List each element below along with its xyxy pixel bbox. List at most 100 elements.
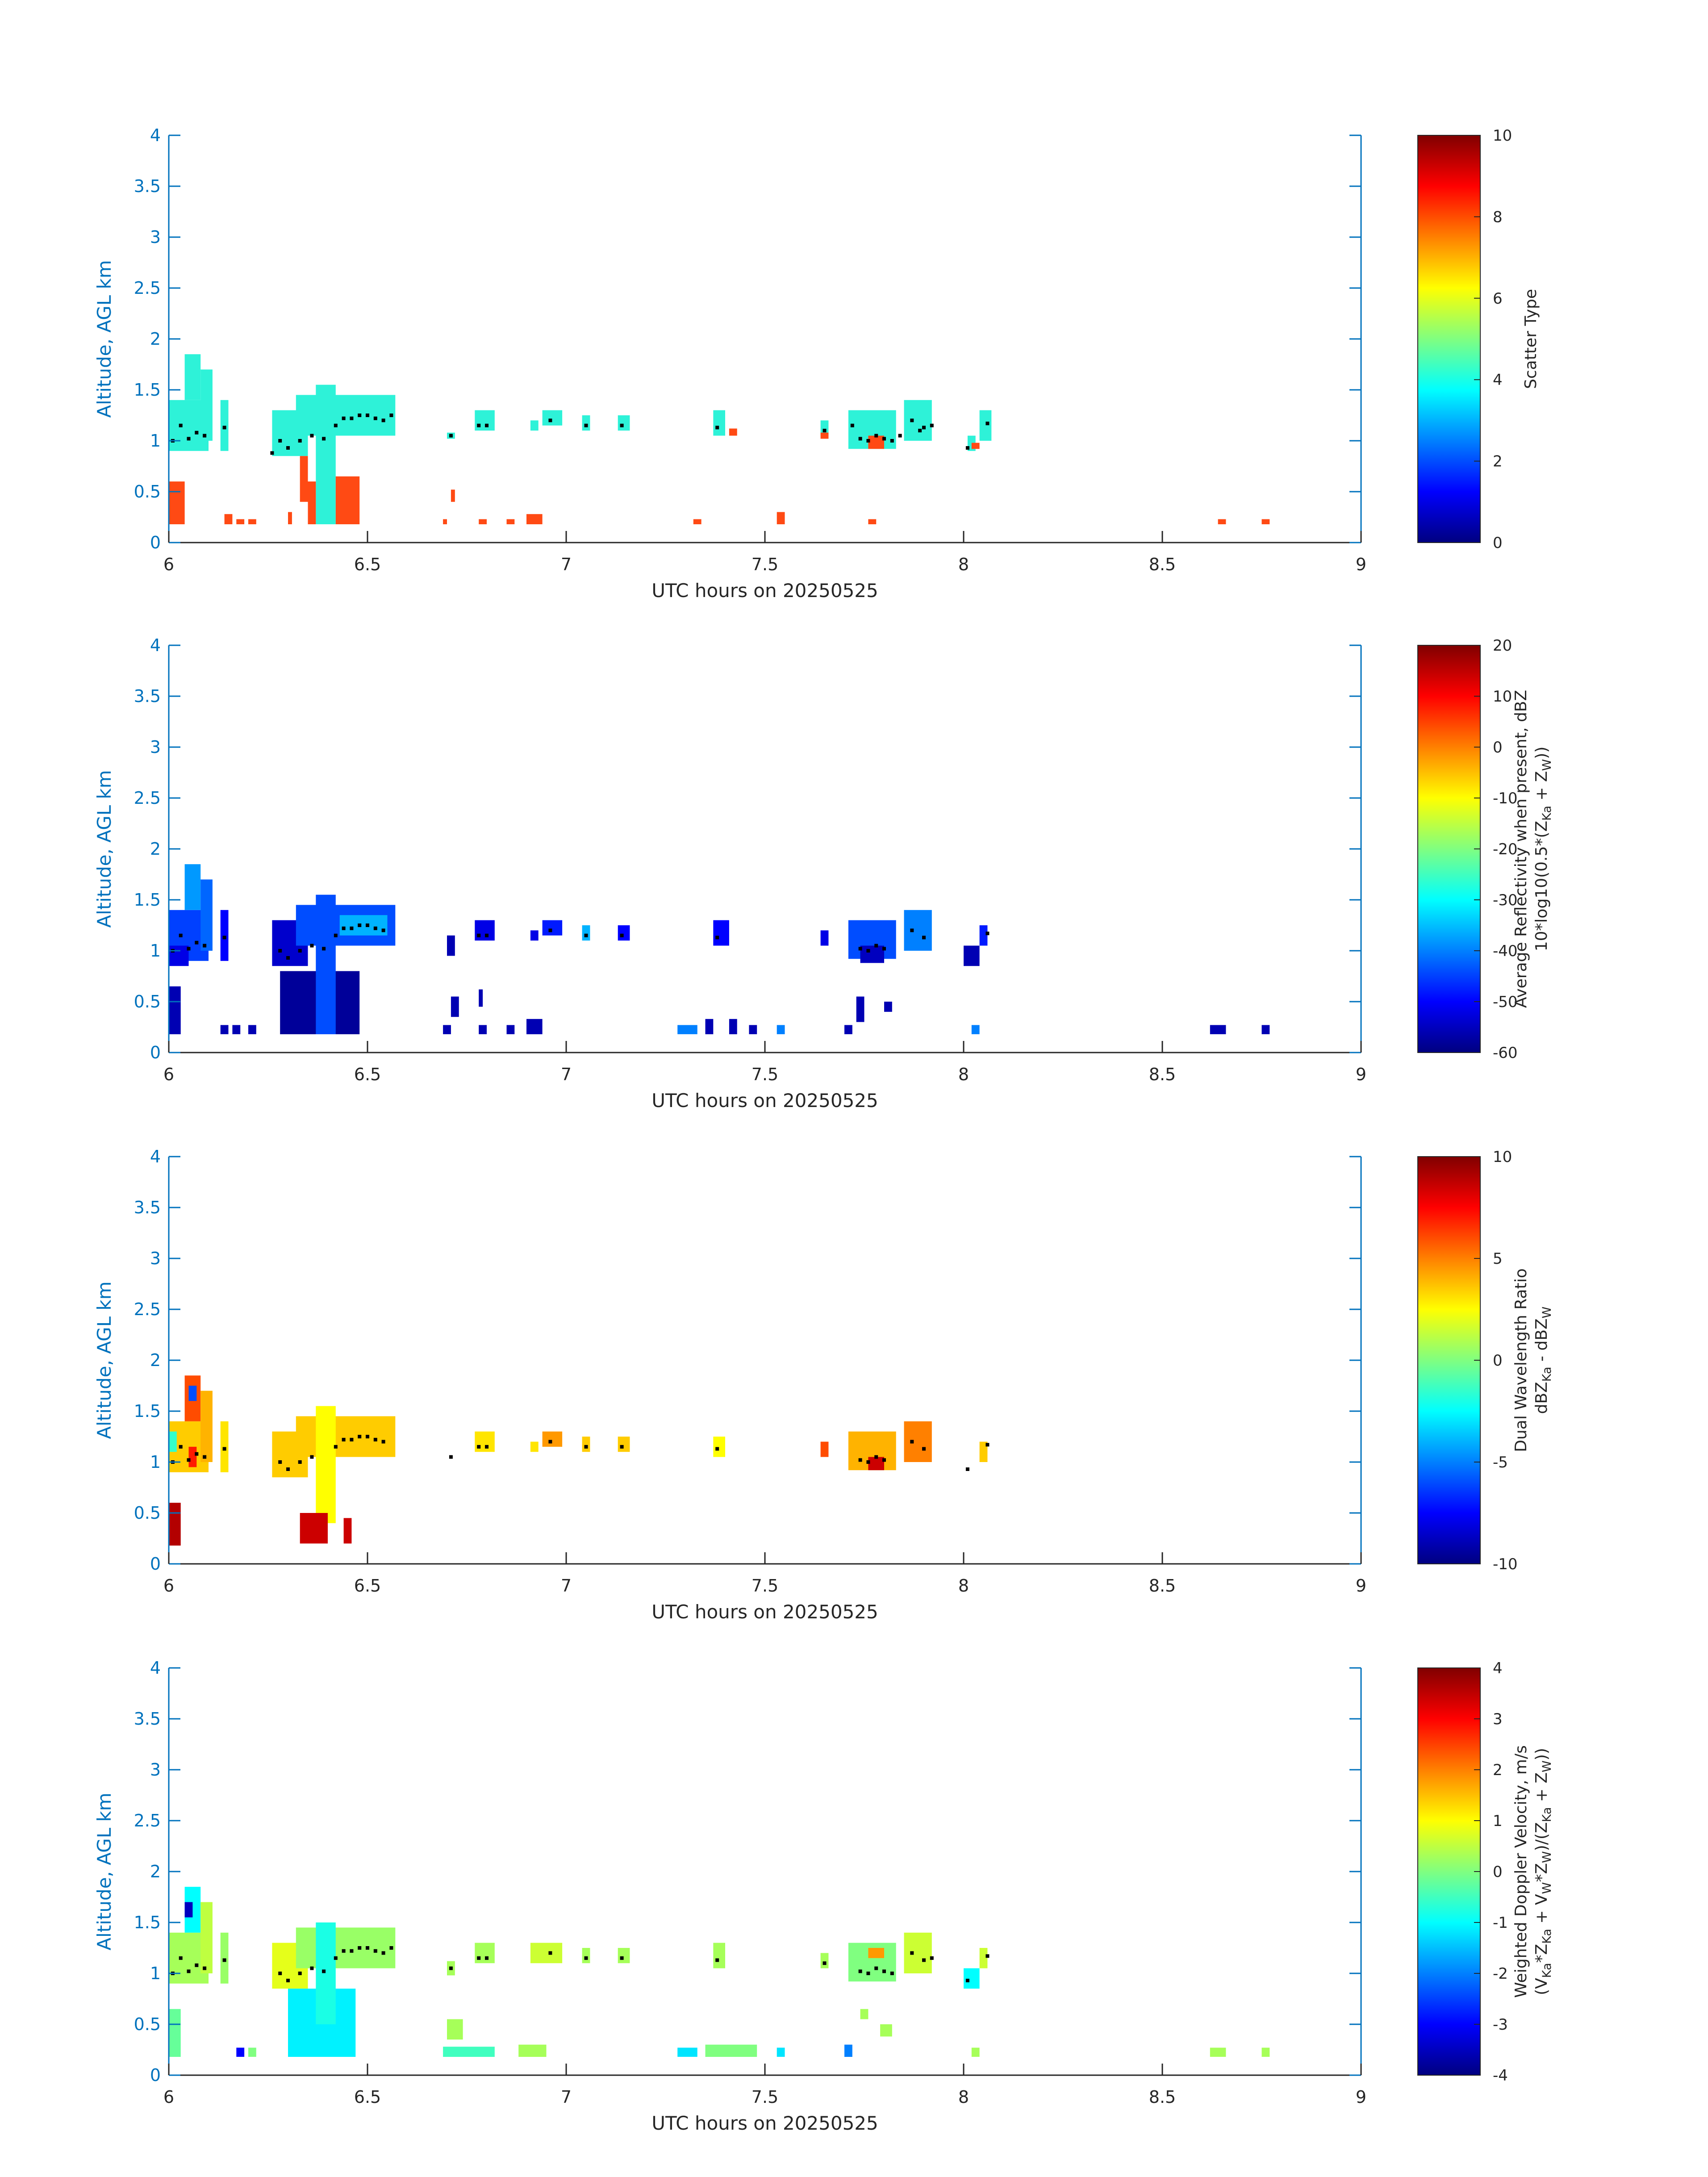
- cloud-base-point: [381, 1440, 385, 1444]
- data-cell: [777, 2047, 785, 2057]
- data-cell: [526, 1019, 543, 1034]
- subscript: W: [1540, 1851, 1554, 1863]
- x-tick-label: 7.5: [752, 555, 778, 574]
- data-cell: [200, 1902, 213, 1973]
- data-cell: [677, 1025, 697, 1034]
- cloud-base-point: [620, 933, 624, 937]
- cloud-base-point: [965, 446, 969, 450]
- colorbar-tick-label: -50: [1493, 993, 1518, 1011]
- data-cell: [335, 476, 360, 524]
- cloud-base-point: [366, 923, 369, 927]
- x-tick-label: 7.5: [752, 1065, 778, 1084]
- x-tick-label: 8.5: [1149, 555, 1176, 574]
- subscript: Ka: [1540, 1929, 1554, 1944]
- cloud-base-point: [286, 1979, 290, 1982]
- cloud-base-point: [358, 414, 362, 417]
- cloud-base-point: [477, 1445, 481, 1449]
- data-cell: [884, 1002, 892, 1012]
- colorbar-tick-label: 20: [1493, 637, 1512, 655]
- data-cell: [169, 1503, 181, 1546]
- cloud-base-point: [334, 423, 338, 427]
- cloud-base-point: [334, 1445, 338, 1449]
- data-cell: [248, 2047, 256, 2057]
- colorbar-label-formula: 10*log10(0.5*(ZKa + ZW)): [1533, 747, 1554, 952]
- panel-1: 0 0.5 1 1.5 2 2.5 3 3.5 4 6 6.5 7 7.5 8 8.5 9 UTC hours …: [93, 125, 1540, 602]
- cloud-base-point: [286, 1467, 290, 1471]
- data-cell: [713, 1943, 725, 1968]
- subscript: Ka: [1540, 806, 1554, 821]
- colorbar-tick-label: 4: [1493, 371, 1503, 389]
- cloud-base-point: [278, 949, 282, 953]
- y-tick-label: 2.5: [134, 278, 161, 298]
- cloud-base-point: [910, 928, 914, 932]
- cloud-base-point: [389, 414, 393, 417]
- data-cell: [1261, 519, 1270, 524]
- data-cell: [200, 1391, 213, 1462]
- data-cell: [979, 1948, 988, 1968]
- cloud-base-point: [922, 936, 926, 940]
- data-cell: [618, 1948, 630, 1964]
- colorbar-tick-label: -10: [1493, 1555, 1518, 1573]
- cloud-base-point: [179, 933, 183, 937]
- data-cell: [316, 1922, 336, 2024]
- data-cell: [1261, 2047, 1270, 2057]
- cloud-base-point: [823, 1961, 827, 1965]
- cloud-base-point: [366, 1946, 369, 1950]
- cloud-base-point: [358, 923, 362, 927]
- x-axis-label: UTC hours on 20250525: [651, 1601, 878, 1623]
- cloud-base-point: [485, 1445, 489, 1449]
- y-tick-label: 3: [150, 227, 161, 247]
- y-tick-label: 1: [150, 1964, 161, 1983]
- y-tick-label: 2: [150, 1862, 161, 1881]
- cloud-base-point: [179, 423, 183, 427]
- data-cell: [451, 489, 455, 502]
- y-tick-label: 2.5: [134, 788, 161, 808]
- data-cell: [713, 920, 729, 946]
- cloud-base-point: [922, 1958, 926, 1962]
- data-cell: [971, 1025, 980, 1034]
- y-tick-label: 3.5: [134, 1709, 161, 1729]
- data-cell: [677, 2047, 697, 2057]
- colorbar-tick-label: -2: [1493, 1965, 1508, 1983]
- data-cell: [475, 410, 495, 431]
- cloud-base-point: [203, 944, 207, 948]
- data-cell: [618, 1437, 630, 1452]
- x-tick-label: 9: [1356, 2087, 1366, 2107]
- cloud-base-point: [373, 1437, 377, 1442]
- data-cell: [979, 925, 988, 946]
- data-cell: [443, 519, 447, 524]
- subscript: W: [1540, 1307, 1554, 1319]
- cloud-base-point: [203, 1455, 207, 1459]
- cloud-base-point: [187, 437, 191, 441]
- colorbar-tick-label: -40: [1493, 942, 1518, 960]
- data-cell: [188, 1446, 197, 1467]
- colorbar-tick-label: 5: [1493, 1250, 1503, 1268]
- y-tick-label: 0: [150, 1554, 161, 1574]
- cloud-base-point: [548, 1440, 552, 1444]
- colorbar-label: Scatter Type: [1522, 289, 1540, 389]
- y-tick-label: 0.5: [134, 992, 161, 1011]
- cloud-base-point: [620, 423, 624, 427]
- cloud-base-point: [179, 1445, 183, 1449]
- cloud-base-point: [866, 1460, 870, 1464]
- data-cell: [248, 1025, 256, 1034]
- y-tick-label: 2.5: [134, 1811, 161, 1830]
- colorbar-tick-label: -1: [1493, 1914, 1508, 1932]
- cloud-base-point: [179, 1956, 183, 1960]
- cloud-base-point: [286, 956, 290, 960]
- data-cell: [820, 1953, 829, 1968]
- cloud-base-point: [298, 949, 302, 953]
- colorbar-label-formula: dBZKa - dBZW: [1533, 1307, 1554, 1414]
- data-cell: [582, 415, 590, 431]
- cloud-base-point: [910, 418, 914, 422]
- panel-4: 0 0.5 1 1.5 2 2.5 3 3.5 4 6 6.5 7 7.5 8 8.5 9 UTC hours …: [93, 1658, 1554, 2134]
- cloud-base-point: [187, 1458, 191, 1462]
- cloud-base-point: [322, 947, 326, 951]
- data-cell: [220, 400, 229, 451]
- cloud-base-point: [584, 1445, 588, 1449]
- x-tick-label: 6.5: [354, 555, 381, 574]
- formula-part: (V: [1533, 1978, 1551, 1995]
- cloud-base-point: [310, 1966, 314, 1970]
- data-cell: [713, 1437, 725, 1457]
- data-cell: [169, 2009, 181, 2057]
